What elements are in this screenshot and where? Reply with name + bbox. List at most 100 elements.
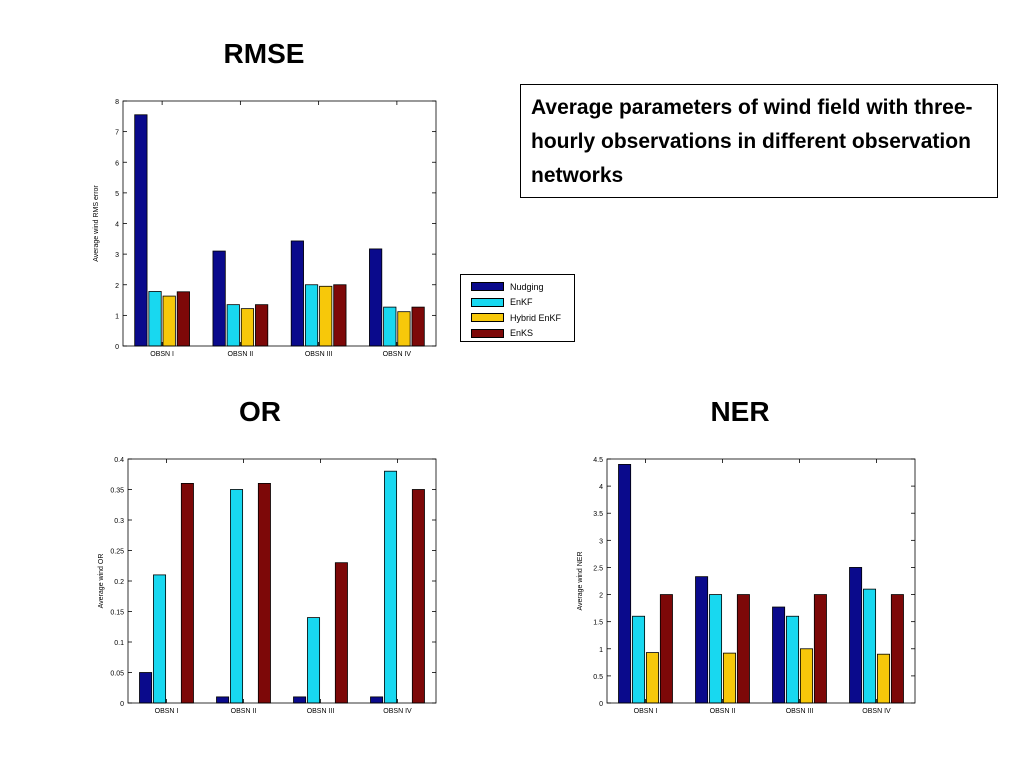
bar-nudging	[849, 567, 863, 704]
bar-enkf	[786, 615, 800, 704]
legend-label: Nudging	[510, 281, 544, 292]
bar-hybrid-enkf	[799, 648, 813, 704]
y-tick-label: 2	[115, 283, 119, 290]
x-tick-label: OBSN IV	[862, 708, 891, 715]
bar-hybrid-enkf	[162, 295, 176, 347]
bar-enks	[257, 482, 271, 704]
bar-enkf	[863, 588, 877, 704]
x-tick-label: OBSN III	[305, 351, 333, 358]
y-tick-label: 5	[115, 191, 119, 198]
bar-hybrid-enkf	[240, 308, 255, 347]
bar-enks	[411, 306, 425, 347]
y-tick-label: 0	[599, 701, 603, 708]
bar-nudging	[212, 250, 226, 347]
bar-enkf	[632, 615, 646, 704]
legend-item-enkf: EnKF	[471, 295, 574, 311]
x-tick-label: OBSN I	[150, 351, 174, 358]
chart-legend: Nudging EnKF Hybrid EnKF EnKS	[460, 274, 575, 342]
y-tick-label: 0	[115, 344, 119, 351]
axes-box	[606, 458, 916, 704]
bar-enkf	[304, 284, 319, 347]
or-chart: 0 0.05 0.1 0.15 0.2 0.25 0.3 0.35 0.4 OBSN I OBSN …	[98, 457, 437, 715]
bar-nudging	[772, 606, 786, 704]
bar-enkf	[226, 304, 240, 347]
bar-hybrid-enkf	[876, 653, 890, 704]
x-tick-label: OBSN III	[307, 708, 335, 715]
bar-nudging	[139, 672, 153, 704]
bar-enks	[334, 562, 348, 704]
y-tick-label: 2	[599, 593, 603, 600]
y-tick-label: 4.5	[593, 457, 603, 464]
y-tick-label: 0.25	[110, 549, 124, 556]
x-tick-label: OBSN IV	[383, 351, 412, 358]
x-tick-label: OBSN IV	[383, 708, 412, 715]
rmse-heading: RMSE	[223, 38, 305, 69]
legend-swatch	[471, 297, 504, 307]
legend-swatch	[471, 282, 504, 292]
y-tick-label: 1	[115, 313, 119, 320]
x-tick-label: OBSN II	[231, 708, 257, 715]
y-tick-label: 0	[120, 701, 124, 708]
bar-nudging	[134, 114, 148, 347]
legend-item-nudging: Nudging	[471, 279, 574, 295]
bar-nudging	[290, 240, 304, 347]
bar-enkf	[230, 489, 244, 704]
y-tick-label: 0.1	[114, 640, 124, 647]
y-axis-label: Average wind OR	[98, 554, 105, 609]
y-tick-label: 3	[599, 538, 603, 545]
bar-enkf	[384, 470, 398, 704]
plot-area: 0 1 2 3 4 5 6 7 8 OBSN I OBSN II OBSN III OBSN IV Ave…	[93, 99, 437, 358]
x-tick-label: OBSN II	[710, 708, 736, 715]
ner-chart: 0 0.5 1 1.5 2 2.5 3 3.5 4 4.5 OBSN I OBSN II OBSN II…	[577, 457, 916, 715]
bar-enks	[176, 291, 190, 347]
x-tick-label: OBSN I	[155, 708, 179, 715]
y-tick-label: 4	[115, 222, 119, 229]
bar-enks	[736, 594, 750, 704]
y-tick-label: 0.05	[110, 671, 124, 678]
x-tick-label: OBSN II	[228, 351, 254, 358]
y-tick-label: 7	[115, 130, 119, 137]
bar-hybrid-enkf	[645, 652, 659, 704]
plot-area: 0 0.5 1 1.5 2 2.5 3 3.5 4 4.5 OBSN I OBSN II OBSN II…	[577, 457, 916, 715]
bar-hybrid-enkf	[722, 652, 736, 704]
y-tick-label: 0.4	[114, 457, 124, 464]
bar-nudging	[216, 696, 230, 704]
y-tick-label: 0.15	[110, 610, 124, 617]
y-axis-label: Average wind RMS error	[93, 185, 100, 262]
bar-enks	[659, 594, 673, 704]
x-tick-label: OBSN I	[634, 708, 658, 715]
legend-label: EnKF	[510, 297, 533, 308]
bar-nudging	[695, 576, 709, 704]
bar-hybrid-enkf	[319, 285, 333, 347]
bar-enks	[411, 489, 425, 704]
bar-nudging	[618, 464, 632, 704]
bar-enkf	[307, 617, 321, 704]
y-tick-label: 1	[599, 647, 603, 654]
bar-enks	[180, 482, 194, 704]
y-tick-label: 0.5	[593, 674, 603, 681]
plot-area: 0 0.05 0.1 0.15 0.2 0.25 0.3 0.35 0.4 OBSN I OBSN …	[98, 457, 437, 715]
x-tick-label: OBSN III	[786, 708, 814, 715]
legend-item-enks: EnKS	[471, 326, 574, 342]
y-tick-label: 6	[115, 160, 119, 167]
bar-enks	[890, 594, 904, 704]
y-tick-label: 4	[599, 484, 603, 491]
legend-label: Hybrid EnKF	[510, 312, 562, 323]
y-tick-label: 3	[115, 252, 119, 259]
bar-enkf	[148, 291, 162, 347]
legend-swatch	[471, 328, 504, 338]
legend-item-hybrid-enkf: Hybrid EnKF	[471, 310, 574, 326]
rmse-chart: 0 1 2 3 4 5 6 7 8 OBSN I OBSN II OBSN III OBSN IV Ave…	[93, 99, 437, 358]
bar-enks	[255, 304, 269, 347]
legend-label: EnKS	[510, 328, 534, 339]
y-axis-label: Average wind NER	[577, 551, 584, 610]
bar-enkf	[153, 574, 167, 704]
bar-enkf	[709, 594, 723, 704]
or-heading: OR	[239, 396, 281, 427]
y-tick-label: 8	[115, 99, 119, 106]
legend-swatch	[471, 313, 504, 323]
y-tick-label: 0.3	[114, 518, 124, 525]
bar-enks	[333, 284, 347, 347]
y-tick-label: 0.2	[114, 579, 124, 586]
bar-nudging	[293, 696, 307, 704]
